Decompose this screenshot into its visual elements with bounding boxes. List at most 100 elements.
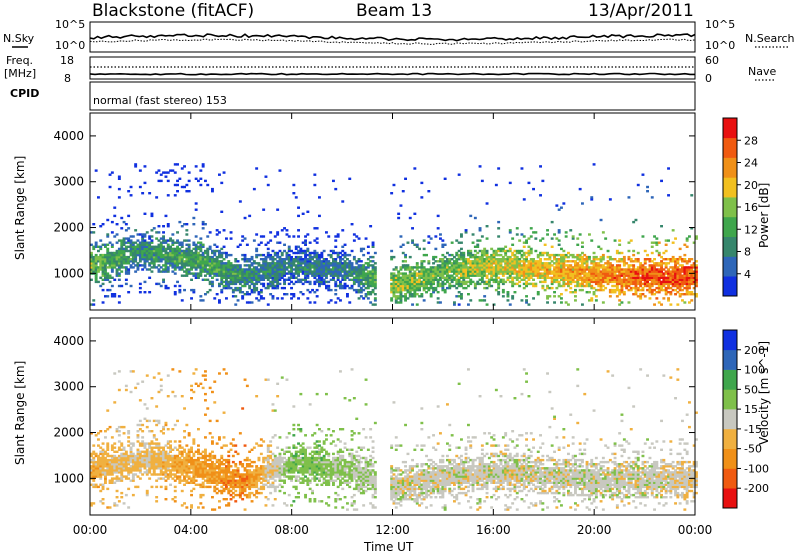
- heatmap-cell: [509, 229, 512, 231]
- heatmap-cell: [444, 291, 447, 293]
- heatmap-cell: [97, 250, 100, 252]
- heatmap-cell: [400, 297, 403, 299]
- heatmap-cell: [144, 291, 147, 293]
- heatmap-cell: [393, 272, 396, 274]
- heatmap-cell: [504, 246, 507, 248]
- heatmap-cell: [562, 258, 565, 260]
- heatmap-cell: [623, 264, 626, 266]
- heatmap-cell: [313, 301, 316, 303]
- heatmap-cell: [106, 219, 109, 221]
- heatmap-cell: [144, 213, 147, 215]
- heatmap-cell: [374, 266, 377, 268]
- heatmap-cell: [427, 190, 430, 192]
- heatmap-cell: [165, 242, 168, 244]
- heatmap-cell: [113, 207, 116, 209]
- heatmap-cell: [460, 285, 463, 287]
- heatmap-cell: [590, 239, 593, 241]
- heatmap-cell: [125, 223, 128, 225]
- heatmap-cell: [109, 242, 112, 244]
- heatmap-cell: [362, 285, 365, 287]
- heatmap-cell: [195, 165, 198, 167]
- heatmap-cell: [97, 281, 100, 283]
- heatmap-cell: [367, 252, 370, 254]
- heatmap-cell: [155, 486, 158, 488]
- heatmap-cell: [195, 368, 198, 370]
- heatmap-cell: [118, 430, 121, 432]
- heatmap-cell: [586, 260, 589, 262]
- heatmap-cell: [181, 242, 184, 244]
- heatmap-cell: [434, 235, 437, 237]
- heatmap-cell: [316, 242, 319, 244]
- heatmap-cell: [162, 225, 165, 227]
- heatmap-cell: [297, 229, 300, 231]
- heatmap-cell: [372, 256, 375, 258]
- heatmap-cell: [276, 285, 279, 287]
- heatmap-cell: [202, 387, 205, 389]
- heatmap-cell: [288, 246, 291, 248]
- heatmap-cell: [181, 167, 184, 169]
- heatmap-cell: [393, 256, 396, 258]
- heatmap-cell: [407, 297, 410, 299]
- heatmap-cell: [425, 254, 428, 256]
- heatmap-cell: [206, 407, 209, 409]
- heatmap-cell: [185, 444, 188, 446]
- heatmap-cell: [509, 248, 512, 250]
- heatmap-cell: [423, 260, 426, 262]
- heatmap-cell: [195, 383, 198, 385]
- heatmap-cell: [239, 200, 242, 202]
- heatmap-cell: [660, 180, 663, 182]
- heatmap-cell: [183, 407, 186, 409]
- heatmap-cell: [202, 221, 205, 223]
- radar-title: Blackstone (fitACF): [92, 1, 254, 21]
- heatmap-cell: [646, 254, 649, 256]
- heatmap-cell: [204, 180, 207, 182]
- heatmap-cell: [258, 262, 261, 264]
- heatmap-cell: [534, 237, 537, 239]
- heatmap-cell: [446, 252, 449, 254]
- heatmap-cell: [144, 165, 147, 167]
- heatmap-cell: [348, 178, 351, 180]
- heatmap-cell: [395, 268, 398, 270]
- heatmap-cell: [665, 264, 668, 266]
- heatmap-cell: [134, 163, 137, 165]
- heatmap-cell: [311, 289, 314, 291]
- heatmap-cell: [148, 192, 151, 194]
- heatmap-cell: [190, 494, 193, 496]
- heatmap-cell: [106, 428, 109, 430]
- heatmap-cell: [451, 242, 454, 244]
- heatmap-cell: [97, 444, 100, 446]
- heatmap-cell: [225, 297, 228, 299]
- heatmap-cell: [158, 231, 161, 233]
- heatmap-cell: [400, 301, 403, 303]
- heatmap-cell: [467, 293, 470, 295]
- cpid-label: CPID: [10, 87, 39, 100]
- heatmap-cell: [490, 285, 493, 287]
- heatmap-cell: [602, 231, 605, 233]
- heatmap-cell: [139, 186, 142, 188]
- heatmap-cell: [474, 287, 477, 289]
- heatmap-cell: [174, 194, 177, 196]
- heatmap-cell: [255, 233, 258, 235]
- heatmap-cell: [532, 297, 535, 299]
- heatmap-cell: [674, 237, 677, 239]
- heatmap-cell: [132, 442, 135, 444]
- heatmap-cell: [95, 484, 98, 486]
- heatmap-cell: [281, 254, 284, 256]
- heatmap-cell: [662, 275, 665, 277]
- heatmap-cell: [109, 289, 112, 291]
- heatmap-cell: [400, 268, 403, 270]
- heatmap-cell: [183, 436, 186, 438]
- heatmap-cell: [316, 227, 319, 229]
- heatmap-cell: [178, 221, 181, 223]
- heatmap-cell: [327, 301, 330, 303]
- heatmap-cell: [185, 233, 188, 235]
- heatmap-cell: [448, 287, 451, 289]
- heatmap-cell: [99, 248, 102, 250]
- heatmap-cell: [141, 436, 144, 438]
- heatmap-cell: [137, 436, 140, 438]
- heatmap-cell: [216, 293, 219, 295]
- heatmap-cell: [185, 229, 188, 231]
- heatmap-cell: [262, 283, 265, 285]
- heatmap-cell: [123, 432, 126, 434]
- heatmap-cell: [402, 252, 405, 254]
